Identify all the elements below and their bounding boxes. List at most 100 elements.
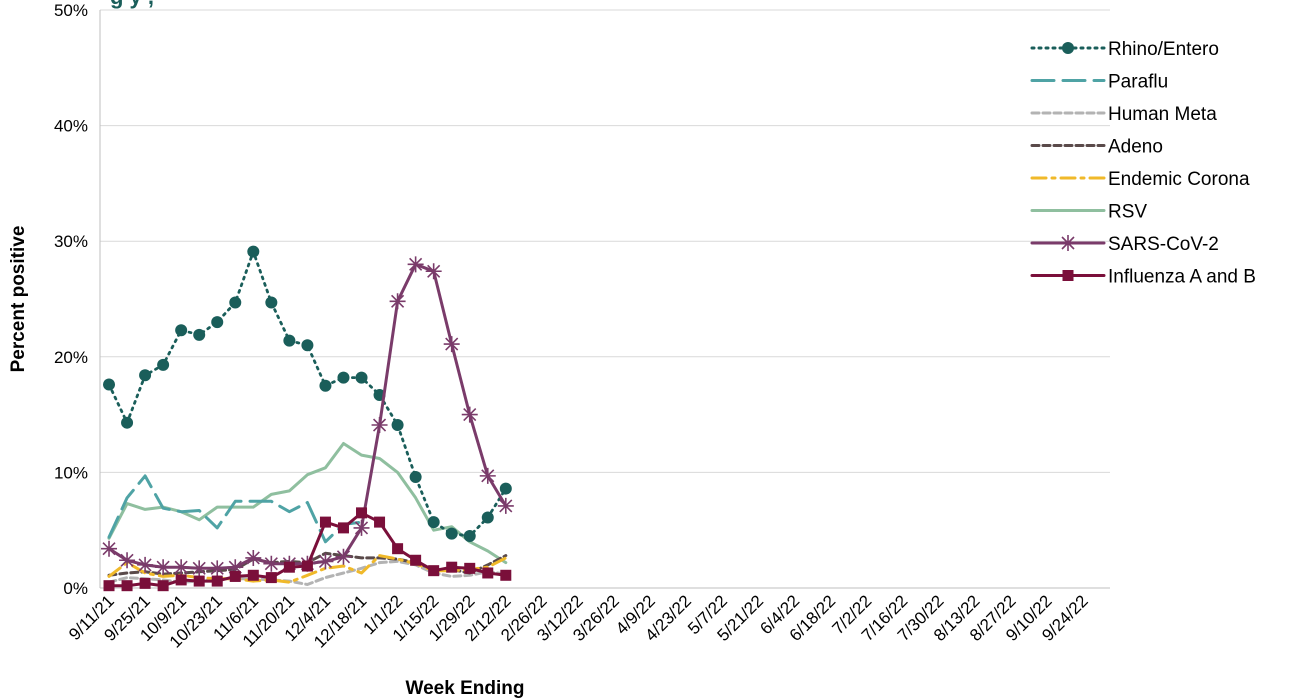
data-point — [121, 416, 134, 429]
data-point — [191, 560, 208, 577]
data-point — [247, 569, 259, 581]
data-point — [211, 575, 223, 587]
chart-title: g y , — [110, 0, 154, 10]
series-rsv — [107, 442, 508, 565]
data-point — [301, 560, 313, 572]
data-point — [389, 293, 406, 310]
data-point — [193, 328, 206, 341]
data-point — [335, 548, 352, 565]
data-point — [410, 554, 422, 566]
data-point — [409, 471, 422, 484]
data-point — [392, 543, 404, 555]
legend-item: Paraflu — [1030, 72, 1168, 93]
legend-label: Human Meta — [1108, 104, 1217, 125]
data-point — [446, 561, 458, 573]
data-point — [229, 296, 242, 309]
data-point — [500, 569, 512, 581]
data-point — [425, 263, 442, 280]
legend-item: Endemic Corona — [1030, 169, 1250, 190]
data-point — [229, 570, 241, 582]
data-point — [263, 555, 280, 572]
data-point — [355, 371, 368, 384]
data-point — [193, 575, 205, 587]
data-point — [157, 580, 169, 592]
legend-item: Human Meta — [1030, 104, 1217, 125]
data-point — [497, 497, 514, 514]
legend-label: Adeno — [1108, 137, 1163, 158]
data-point — [155, 559, 172, 576]
legend-item: Influenza A and B — [1030, 267, 1256, 288]
series-line — [107, 262, 508, 570]
data-point — [317, 553, 334, 570]
data-point — [103, 580, 115, 592]
data-point — [428, 565, 440, 577]
data-point — [319, 516, 331, 528]
y-tick-label: 10% — [54, 463, 88, 482]
data-point — [374, 516, 386, 528]
series-line — [107, 474, 363, 544]
legend-item: SARS-CoV-2 — [1030, 234, 1219, 255]
legend-label: Influenza A and B — [1108, 267, 1256, 288]
legend-marker — [1060, 235, 1076, 251]
data-point — [499, 482, 512, 495]
y-tick-label: 50% — [54, 1, 88, 20]
series-line — [107, 442, 508, 565]
data-point — [445, 527, 458, 540]
data-point — [482, 567, 494, 579]
data-point — [245, 549, 262, 566]
y-tick-label: 0% — [63, 579, 88, 598]
data-point — [391, 419, 404, 432]
data-point — [463, 529, 476, 542]
series-influenza-a-and-b — [103, 507, 512, 592]
data-point — [139, 577, 151, 589]
data-point — [137, 556, 154, 573]
data-point — [283, 561, 295, 573]
y-axis-label: Percent positive — [8, 226, 29, 373]
legend-item: Rhino/Entero — [1030, 39, 1219, 60]
data-point — [157, 358, 170, 371]
legend-marker — [1062, 42, 1074, 54]
data-point — [247, 245, 260, 258]
data-point — [356, 507, 368, 519]
data-point — [319, 379, 332, 392]
data-point — [353, 519, 370, 536]
data-point — [101, 540, 118, 557]
data-point — [265, 296, 278, 309]
x-axis-label: Week Ending — [406, 678, 525, 699]
data-point — [481, 511, 494, 524]
legend-marker — [1062, 270, 1074, 281]
data-point — [301, 339, 314, 352]
data-point — [175, 574, 187, 586]
data-point — [211, 316, 224, 329]
series-paraflu — [107, 474, 363, 544]
data-point — [227, 559, 244, 576]
data-point — [103, 378, 116, 391]
data-point — [209, 560, 226, 577]
legend-label: RSV — [1108, 202, 1147, 223]
data-point — [337, 371, 350, 384]
data-point — [407, 256, 424, 273]
data-point — [175, 324, 188, 337]
data-point — [371, 417, 388, 434]
y-tick-label: 30% — [54, 232, 88, 251]
legend-label: SARS-CoV-2 — [1108, 234, 1219, 255]
series-line — [107, 250, 508, 538]
data-point — [337, 522, 349, 534]
data-point — [283, 334, 296, 347]
legend-label: Endemic Corona — [1108, 169, 1250, 190]
y-tick-label: 20% — [54, 348, 88, 367]
y-tick-label: 40% — [54, 117, 88, 136]
data-point — [265, 572, 277, 584]
data-point — [173, 559, 190, 576]
data-point — [139, 369, 152, 382]
legend-item: Adeno — [1030, 137, 1163, 158]
series-rhino-entero — [103, 245, 512, 542]
data-point — [119, 552, 136, 569]
data-point — [427, 516, 440, 529]
data-point — [461, 406, 478, 423]
data-point — [121, 580, 133, 592]
data-point — [464, 562, 476, 574]
data-point — [479, 467, 496, 484]
legend-label: Paraflu — [1108, 72, 1168, 93]
